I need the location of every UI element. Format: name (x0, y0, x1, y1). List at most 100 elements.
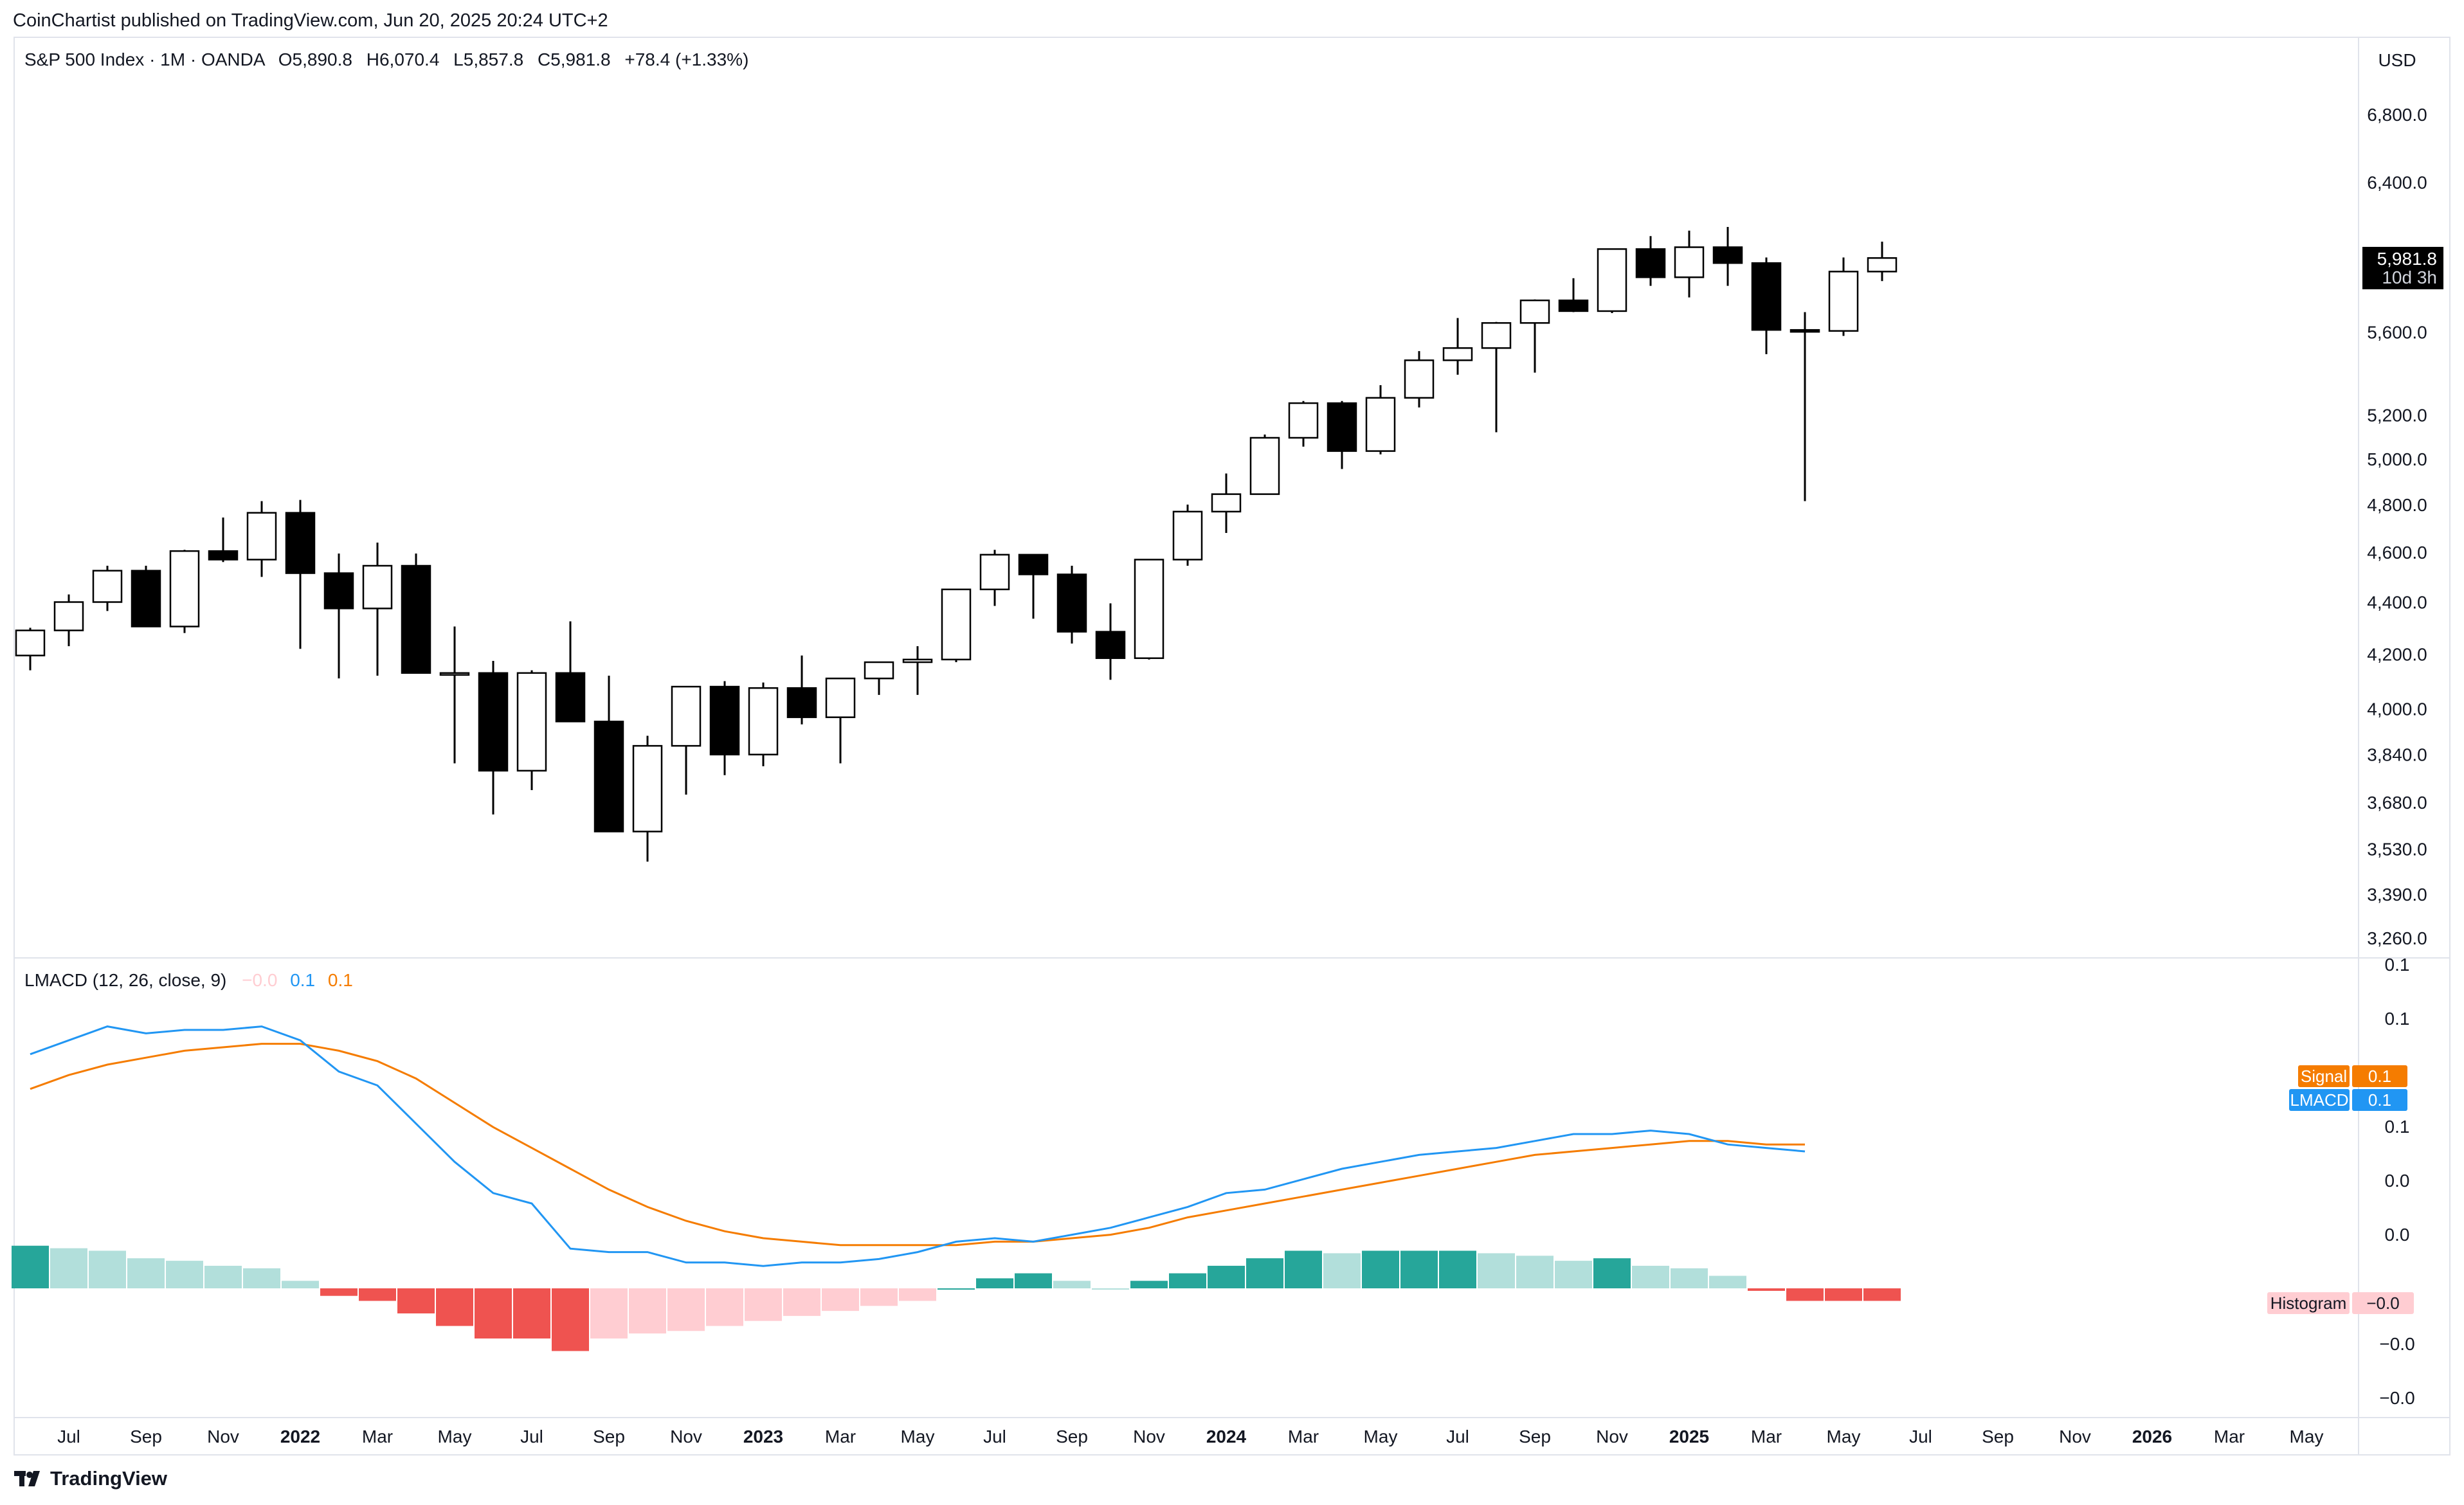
candle-body (671, 685, 702, 747)
candle-body (478, 672, 509, 772)
histogram-bar (397, 1288, 435, 1313)
histogram-tag-label: Histogram (2270, 1293, 2346, 1313)
histogram-tag-value: −0.0 (2366, 1293, 2399, 1313)
last-price-tag: 5,981.8 10d 3h (2362, 247, 2443, 289)
histogram-bar (359, 1288, 396, 1301)
indicator-tick-label: 0.0 (2385, 1171, 2410, 1191)
candle-body (323, 572, 354, 609)
candle-body (169, 550, 200, 627)
histogram-bar (1709, 1275, 1746, 1288)
time-tick-label: Jul (520, 1427, 543, 1446)
price-tick-label: 3,390.0 (2367, 885, 2427, 905)
indicator-tick-label: 0.1 (2385, 1117, 2410, 1137)
price-tick-label: 6,800.0 (2367, 105, 2427, 125)
tradingview-logo-icon (14, 1471, 40, 1486)
candle-body (285, 512, 316, 574)
histogram-bar (1516, 1256, 1554, 1288)
histogram-bar (1863, 1288, 1901, 1301)
histogram-bar (166, 1261, 203, 1288)
histogram-bar (1130, 1281, 1168, 1288)
signal-tag-value: 0.1 (2368, 1067, 2391, 1086)
countdown-value: 10d 3h (2382, 267, 2437, 287)
time-tick-label: May (1364, 1427, 1398, 1446)
histogram-bar (1825, 1288, 1862, 1301)
symbol-legend[interactable]: S&P 500 Index · 1M · OANDA O5,890.8 H6,0… (24, 50, 748, 69)
lmacd-tag: LMACD 0.1 (2289, 1089, 2407, 1111)
lmacd-line (30, 1025, 1806, 1267)
histogram-bar (860, 1288, 898, 1306)
lmacd-legend-macd: 0.1 (290, 970, 315, 990)
histogram-bar (590, 1288, 628, 1338)
indicator-axis[interactable]: 0.1 0.1 0.1 0.0 0.0 −0.0 −0.0 (2379, 955, 2414, 1408)
time-tick-label: May (438, 1427, 472, 1446)
histogram-bar (1208, 1265, 1245, 1288)
lmacd-tag-value: 0.1 (2368, 1090, 2391, 1110)
histogram-group (12, 1245, 1901, 1351)
histogram-bar (1092, 1288, 1129, 1290)
candle-body (1674, 246, 1705, 278)
price-tick-label: 3,840.0 (2367, 745, 2427, 765)
candle-body (131, 570, 161, 627)
lmacd-legend[interactable]: LMACD (12, 26, close, 9) −0.0 0.1 0.1 (24, 970, 353, 990)
histogram-bar (1671, 1268, 1708, 1288)
histogram-bar (629, 1288, 666, 1334)
histogram-tag: Histogram −0.0 (2267, 1292, 2414, 1314)
indicator-tick-label: 0.0 (2385, 1225, 2410, 1245)
candle-body (1327, 402, 1357, 452)
lmacd-legend-signal: 0.1 (328, 970, 353, 990)
histogram-bar (1555, 1261, 1592, 1288)
time-tick-label: Nov (670, 1427, 702, 1446)
time-axis[interactable]: Jul Sep Nov 2022 Mar May Jul Sep Nov 2023 Mar May Ju… (57, 1427, 2323, 1446)
tradingview-logo[interactable]: TradingView (14, 1467, 167, 1490)
histogram-bar (513, 1288, 550, 1338)
time-tick-label: 2022 (280, 1427, 320, 1446)
price-tick-label: 4,400.0 (2367, 592, 2427, 612)
time-tick-label: May (1827, 1427, 1861, 1446)
candle-body (92, 570, 123, 603)
last-price-value: 5,981.8 (2377, 249, 2437, 269)
candle-body (1519, 299, 1550, 324)
candle-body (1751, 262, 1782, 331)
time-tick-label: 2024 (1206, 1427, 1247, 1446)
candle-body (1442, 347, 1473, 361)
candle-body (1867, 257, 1898, 273)
candle-body (246, 512, 277, 561)
signal-line (30, 1043, 1805, 1247)
time-tick-label: 2023 (743, 1427, 783, 1446)
candle-body (593, 721, 624, 833)
histogram-bar (1439, 1250, 1476, 1288)
time-tick-label: Jul (57, 1427, 80, 1446)
histogram-bar (899, 1288, 936, 1301)
candle-body (825, 678, 856, 718)
histogram-bar (243, 1268, 280, 1288)
histogram-bar (745, 1288, 782, 1321)
histogram-bar (1362, 1250, 1399, 1288)
time-tick-label: May (2290, 1427, 2324, 1446)
candle-body (1365, 397, 1396, 452)
price-tick-label: 3,260.0 (2367, 928, 2427, 948)
candle-body (1404, 359, 1435, 399)
candle-body (1095, 631, 1126, 660)
time-tick-label: 2026 (2132, 1427, 2172, 1446)
ohlc-high: H6,070.4 (367, 50, 440, 69)
price-axis[interactable]: 6,800.0 6,400.0 5,600.0 5,200.0 5,000.0 4,800… (2367, 105, 2427, 948)
signal-tag: Signal 0.1 (2298, 1065, 2407, 1087)
currency-label[interactable]: USD (2378, 50, 2416, 70)
ohlc-change: +78.4 (+1.33%) (624, 50, 748, 69)
histogram-bar (1748, 1288, 1785, 1291)
candle-body (53, 601, 84, 631)
price-tick-label: 6,400.0 (2367, 173, 2427, 193)
candle-body (748, 687, 779, 755)
candle-body (1211, 493, 1242, 513)
ohlc-open: O5,890.8 (278, 50, 352, 69)
candle-body (1249, 437, 1280, 495)
time-tick-label: Nov (2059, 1427, 2091, 1446)
candle-body (1828, 271, 1859, 332)
histogram-bar (1285, 1250, 1322, 1288)
histogram-bar (1632, 1265, 1669, 1288)
histogram-bar (127, 1258, 165, 1288)
candle-body (516, 672, 547, 772)
candle-body (1597, 248, 1627, 312)
histogram-bar (50, 1248, 87, 1288)
